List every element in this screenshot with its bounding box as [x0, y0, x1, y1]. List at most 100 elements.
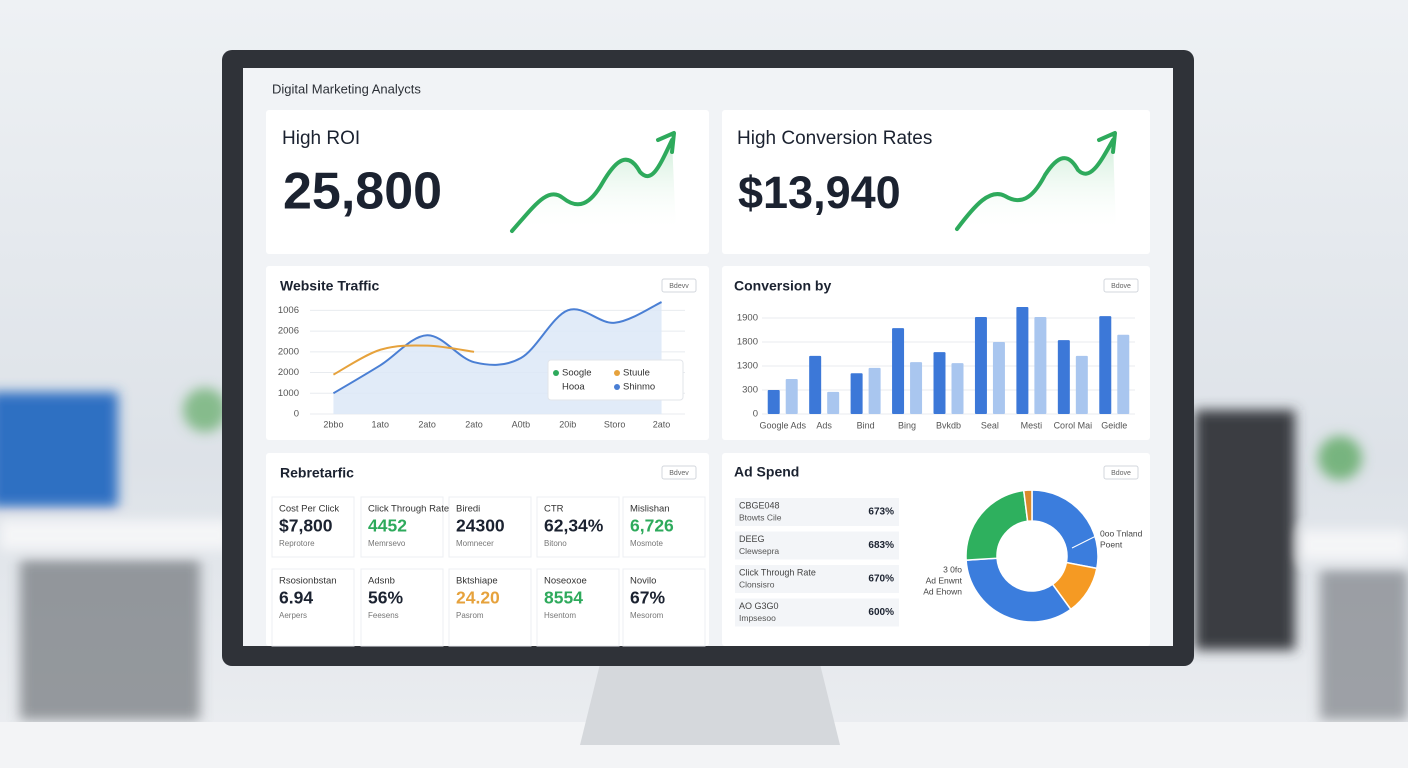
- panel-title: Rebretarfic: [280, 465, 354, 481]
- x-tick-label: Bvkdb: [936, 420, 961, 430]
- panel-title: Conversion by: [734, 278, 831, 294]
- metric-value: 62,34%: [544, 516, 604, 536]
- metric-label: Click Through Rate: [368, 504, 449, 515]
- metric-label: Cost Per Click: [279, 504, 339, 515]
- y-tick-label: 0: [294, 409, 299, 420]
- metric-card: [448, 496, 532, 558]
- dashboard-title: Digital Marketing Analycts: [272, 81, 421, 96]
- kpi-label: High Conversion Rates: [737, 128, 932, 149]
- y-tick-label: 300: [742, 385, 758, 396]
- metric-label: Biredi: [456, 504, 480, 515]
- row-value: 670%: [868, 574, 894, 585]
- metric-value: 6,726: [630, 516, 674, 536]
- panel-button[interactable]: [661, 278, 697, 293]
- metric-note: Reprotore: [279, 539, 315, 548]
- panel-button[interactable]: [1103, 278, 1139, 293]
- table-row: [735, 498, 899, 526]
- table-row: [735, 531, 899, 560]
- donut-label: Poent: [1100, 539, 1123, 549]
- legend-swatch: [614, 370, 620, 376]
- metric-card: [360, 496, 444, 558]
- metric-value: 4452: [368, 516, 407, 536]
- bar: [850, 373, 863, 414]
- x-tick-label: 2ato: [418, 419, 436, 429]
- row-value: 600%: [868, 607, 894, 618]
- bar: [785, 378, 798, 414]
- bar: [933, 352, 946, 414]
- bar: [1075, 355, 1088, 414]
- panel-button-label[interactable]: Bdove: [1111, 283, 1131, 290]
- y-tick-label: 2000: [278, 346, 299, 357]
- row-subtitle: Clonsisro: [739, 579, 775, 589]
- x-tick-label: Seal: [981, 420, 999, 430]
- bar: [1057, 340, 1070, 414]
- donut-segment: [1022, 489, 1033, 523]
- legend-label: Soogle: [562, 368, 592, 379]
- bar: [1016, 306, 1029, 414]
- x-tick-label: 2ato: [653, 419, 671, 429]
- metric-note: Pasrom: [456, 611, 484, 620]
- row-value: 683%: [868, 540, 894, 551]
- x-tick-label: Storo: [604, 419, 626, 429]
- y-tick-label: 1300: [737, 361, 758, 372]
- y-tick-label: 1000: [278, 388, 299, 399]
- sparkline-area: [957, 140, 1116, 232]
- y-tick-label: 2006: [278, 326, 299, 337]
- metric-value: 24300: [456, 516, 505, 536]
- metric-label: CTR: [544, 504, 564, 515]
- metric-value: 8554: [544, 588, 583, 608]
- kpi-value: $13,940: [738, 167, 901, 218]
- x-tick-label: 1ato: [372, 419, 390, 429]
- label-leader: [1071, 534, 1099, 549]
- panel-button-label[interactable]: Bdevv: [669, 283, 689, 290]
- donut-label: 3 0fo: [943, 564, 962, 574]
- bar: [1099, 316, 1112, 414]
- row-title: DEEG: [739, 534, 765, 544]
- bar: [1034, 317, 1047, 414]
- metric-note: Feesens: [368, 611, 399, 620]
- metric-label: Novilo: [630, 576, 656, 587]
- metric-value: 24.20: [456, 588, 500, 608]
- bar: [827, 391, 840, 414]
- monitor-stand: [580, 664, 840, 745]
- x-tick-label: Bing: [898, 420, 916, 430]
- x-tick-label: A0tb: [512, 419, 531, 429]
- bar: [910, 362, 923, 414]
- legend-box: [547, 359, 684, 401]
- panel-button[interactable]: [661, 465, 697, 480]
- line: [332, 344, 475, 376]
- y-tick-label: 1900: [737, 313, 758, 324]
- x-tick-label: Bind: [857, 420, 875, 430]
- bar: [868, 367, 881, 414]
- bar: [892, 328, 905, 414]
- row-subtitle: Btowts Cile: [739, 512, 782, 522]
- panel-title: Website Traffic: [280, 278, 380, 294]
- bar: [951, 363, 964, 414]
- bg-desk: [0, 520, 230, 550]
- panel-button-label[interactable]: Bdvev: [669, 470, 689, 477]
- x-tick-label: 2bbo: [323, 419, 343, 429]
- donut-segment: [1031, 489, 1099, 570]
- panel-button[interactable]: [1103, 465, 1139, 480]
- bar: [974, 317, 987, 414]
- metric-card: [360, 568, 444, 647]
- metric-card: [271, 496, 355, 558]
- bg-chair: [1195, 410, 1295, 650]
- panel-button-label[interactable]: Bdove: [1111, 470, 1131, 477]
- metric-value: 56%: [368, 588, 403, 608]
- metric-label: Rsosionbstan: [279, 576, 337, 587]
- x-tick-label: Google Ads: [759, 420, 806, 430]
- bg-plant: [183, 388, 227, 432]
- row-title: CBGE048: [739, 500, 780, 510]
- metric-card: [536, 496, 620, 558]
- bar: [767, 390, 780, 414]
- donut-label: Ad Ehown: [923, 586, 962, 596]
- metric-note: Momnecer: [456, 539, 494, 548]
- legend-swatch: [614, 384, 620, 390]
- kpi-value: 25,800: [283, 163, 442, 221]
- metric-card: [622, 568, 706, 647]
- metric-label: Noseoxoe: [544, 576, 587, 587]
- metric-value: 67%: [630, 588, 665, 608]
- y-tick-label: 1800: [737, 337, 758, 348]
